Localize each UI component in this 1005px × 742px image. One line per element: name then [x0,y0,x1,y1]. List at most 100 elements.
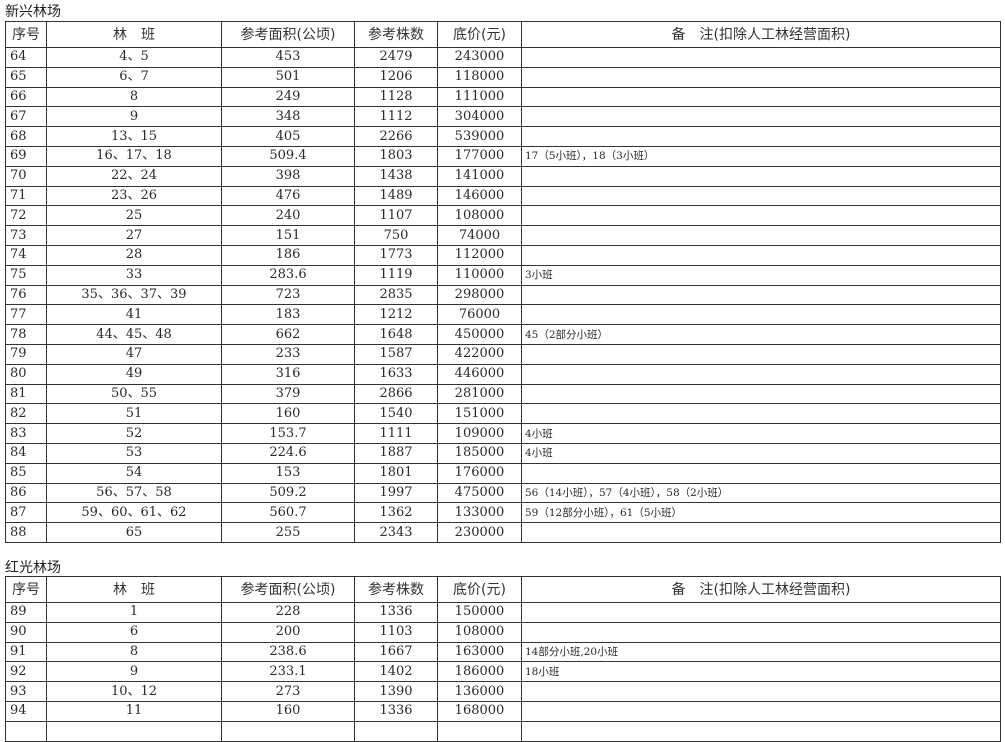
table-row: 71 23、26 476 1489 146000 [5,185,1001,207]
cell-area: 316 [221,363,355,385]
cell-base-price: 168000 [437,700,522,722]
cell-note [521,621,1001,643]
cell-forest-class: 65 [46,522,222,543]
cell-base-price: 118000 [437,66,522,88]
cell-note [521,383,1001,405]
cell-forest-class: 59、60、61、62 [46,502,222,524]
header-seq: 序号 [5,21,47,48]
cell-seq: 66 [5,86,47,108]
cell-forest-class: 10、12 [46,681,222,702]
cell-seq: 89 [5,602,47,623]
cell-seq: 83 [5,423,47,444]
cell-tree-count: 1773 [354,244,438,266]
cell-tree-count: 1111 [354,423,438,444]
cell-tree-count: 1112 [354,106,438,128]
table-row: 68 13、15 405 2266 539000 [5,126,1001,147]
cell-note [521,66,1001,88]
cell-base-price: 281000 [437,383,522,405]
table-row: 72 25 240 1107 108000 [5,205,1001,227]
cell-seq: 65 [5,66,47,88]
cell-tree-count: 1633 [354,363,438,385]
cell-area: 153.7 [221,423,355,444]
cell-note [521,720,1001,742]
cell-note: 17（5小班），18（3小班） [521,145,1001,167]
hongguang-forest-table: 序号林 班参考面积(公顷) 参考株数 底价(元) 备 注(扣除人工林经营面积) 89 1 2… [5,576,1001,742]
cell-area: 453 [221,47,355,68]
cell-note [521,700,1001,722]
header-area: 参考面积(公顷) [221,576,355,603]
cell-forest-class: 25 [46,205,222,227]
cell-seq: 73 [5,225,47,246]
table-row: 87 59、60、61、62 560.7 1362 133000 59（12部分小班），6… [5,502,1001,524]
table-row: 73 27 151 750 74000 [5,225,1001,246]
cell-seq: 69 [5,145,47,167]
cell-base-price: 111000 [437,86,522,108]
cell-base-price: 133000 [437,502,522,524]
cell-seq: 85 [5,462,47,484]
cell-base-price: 298000 [437,284,522,306]
cell-tree-count: 2866 [354,383,438,405]
cell-note [521,86,1001,108]
cell-tree-count: 1336 [354,602,438,623]
cell-area: 153 [221,462,355,484]
cell-note: 56（14小班），57（4小班），58（2小班） [521,482,1001,504]
cell-area: 233.1 [221,661,355,683]
cell-base-price: 163000 [437,641,522,663]
header-note: 备 注(扣除人工林经营面积) [521,21,1001,48]
cell-forest-class: 44、45、48 [46,324,222,345]
cell-seq: 80 [5,363,47,385]
cell-tree-count: 1887 [354,442,438,464]
table-row: 77 41 183 1212 76000 [5,304,1001,326]
table-row: 84 53 224.6 1887 185000 4小班 [5,442,1001,464]
cell-base-price: 136000 [437,681,522,702]
cell-tree-count [354,720,438,742]
cell-tree-count: 1587 [354,343,438,365]
cell-base-price: 304000 [437,106,522,128]
cell-seq: 78 [5,324,47,345]
cell-base-price: 446000 [437,363,522,385]
header-tree-count: 参考株数 [354,576,438,603]
cell-forest-class: 41 [46,304,222,326]
table-row: 76 35、36、37、39 723 2835 298000 [5,284,1001,306]
cell-area: 283.6 [221,264,355,286]
cell-forest-class: 47 [46,343,222,365]
table-row: 93 10、12 273 1390 136000 [5,681,1001,702]
cell-area: 249 [221,86,355,108]
cell-tree-count: 1119 [354,264,438,286]
cell-seq: 81 [5,383,47,405]
header-forest-class: 林 班 [46,21,222,48]
cell-note [521,602,1001,623]
xinxing-forest-table: 序号林 班参考面积(公顷) 参考株数 底价(元) 备 注(扣除人工林经营面积) 64 4、… [5,21,1001,543]
cell-note [521,363,1001,385]
table-row: 92 9 233.1 1402 186000 18小班 [5,661,1001,683]
cell-note [521,522,1001,543]
table-row: 82 51 160 1540 151000 [5,403,1001,425]
cell-tree-count: 1648 [354,324,438,345]
table-header-row: 序号林 班参考面积(公顷) 参考株数 底价(元) 备 注(扣除人工林经营面积) [5,576,1001,603]
cell-forest-class: 54 [46,462,222,484]
cell-note [521,343,1001,365]
cell-forest-class: 35、36、37、39 [46,284,222,306]
cell-base-price: 539000 [437,126,522,147]
cell-base-price: 76000 [437,304,522,326]
cell-area: 509.2 [221,482,355,504]
cell-area: 255 [221,522,355,543]
cell-tree-count: 1803 [354,145,438,167]
cell-base-price: 230000 [437,522,522,543]
cell-area: 476 [221,185,355,207]
cell-area: 151 [221,225,355,246]
cell-seq: 82 [5,403,47,425]
table-row: 94 11 160 1336 168000 [5,700,1001,722]
cell-forest-class: 51 [46,403,222,425]
cell-forest-class: 6 [46,621,222,643]
cell-seq: 94 [5,700,47,722]
cell-forest-class: 8 [46,641,222,663]
header-forest-class: 林 班 [46,576,222,603]
table-row: 79 47 233 1587 422000 [5,343,1001,365]
cell-note [521,403,1001,425]
cell-note: 3小班 [521,264,1001,286]
cell-base-price: 141000 [437,165,522,187]
cell-base-price: 108000 [437,205,522,227]
cell-note: 18小班 [521,661,1001,683]
table-row: 64 4、5 453 2479 243000 [5,47,1001,68]
